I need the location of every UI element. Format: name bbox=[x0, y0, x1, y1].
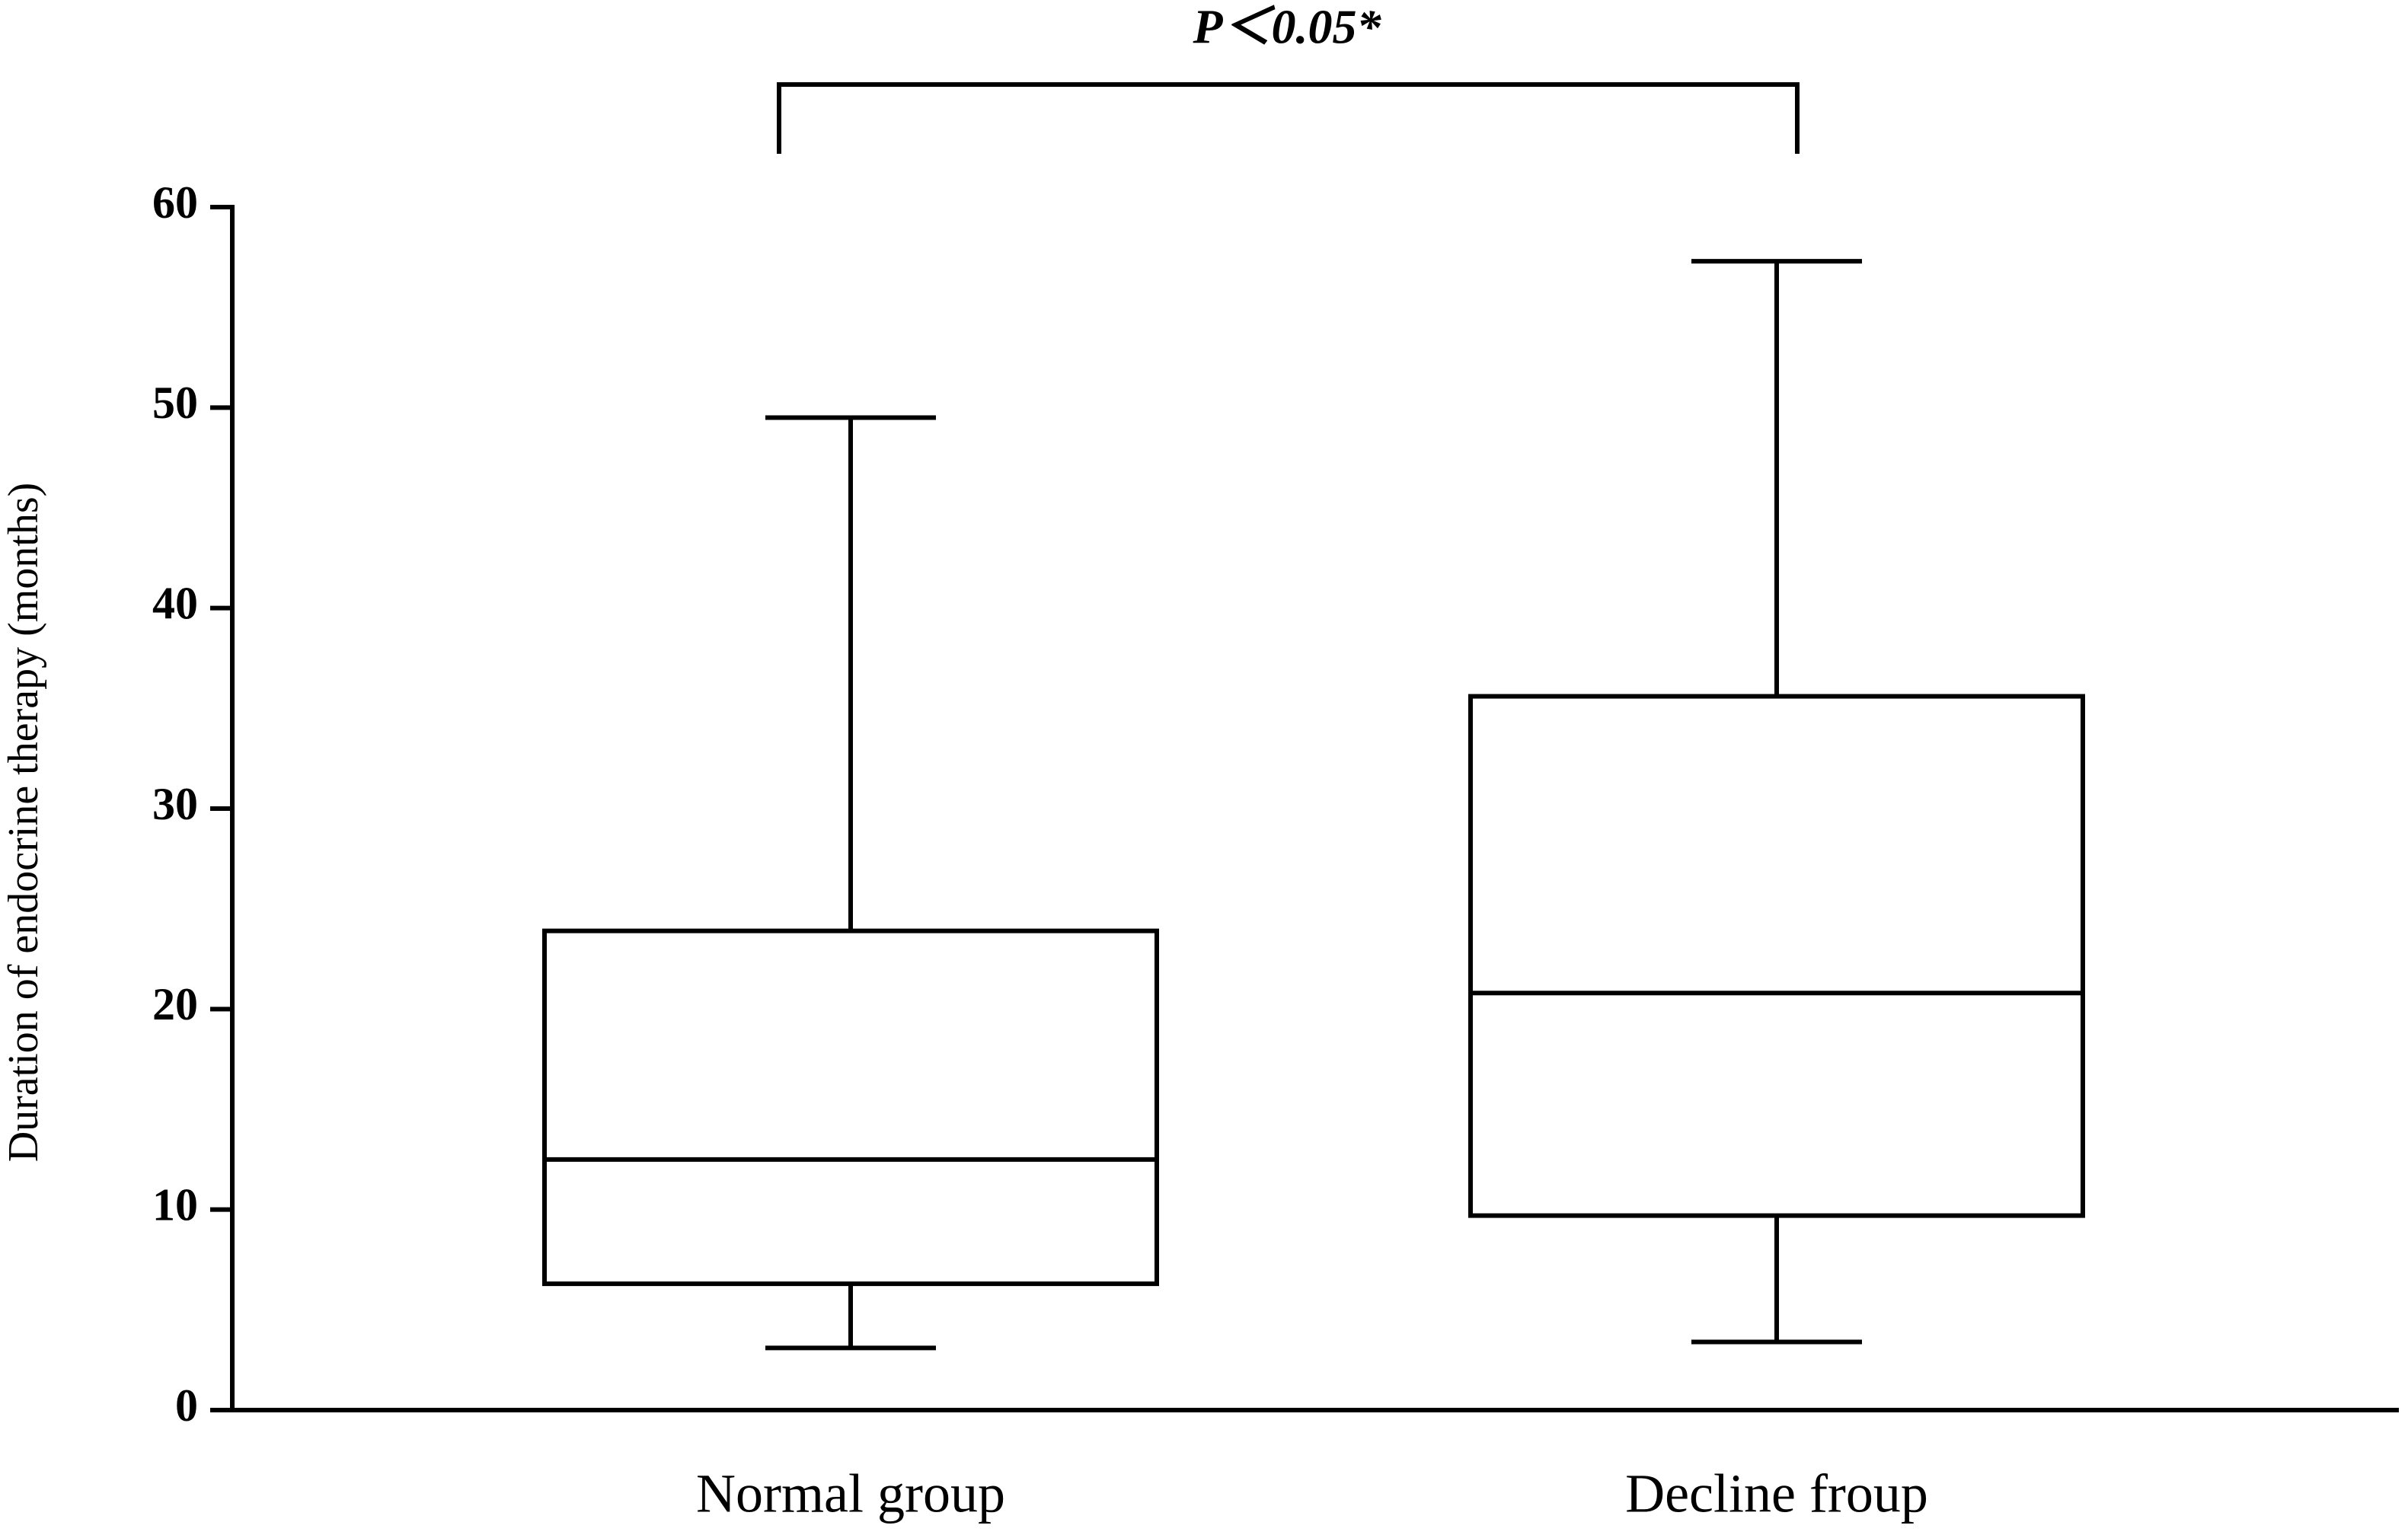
y-tick-label: 10 bbox=[152, 1179, 198, 1230]
box bbox=[542, 928, 1159, 1287]
y-tick-label: 20 bbox=[152, 979, 198, 1029]
y-tick-label: 0 bbox=[175, 1380, 198, 1431]
y-tick-label: 50 bbox=[152, 378, 198, 428]
x-tick-label: Decline froup bbox=[1625, 1463, 1928, 1524]
significance-annotation: P＜0.05* bbox=[1192, 0, 1381, 54]
x-tick-label: Normal group bbox=[696, 1463, 1005, 1524]
y-tick-label: 40 bbox=[152, 578, 198, 628]
box bbox=[1468, 694, 2085, 1218]
y-axis-label: Duration of endocrine therapy (months) bbox=[0, 483, 47, 1163]
significance-bracket bbox=[777, 82, 1800, 154]
y-tick-label: 30 bbox=[152, 779, 198, 829]
y-tick-label: 60 bbox=[152, 177, 198, 228]
